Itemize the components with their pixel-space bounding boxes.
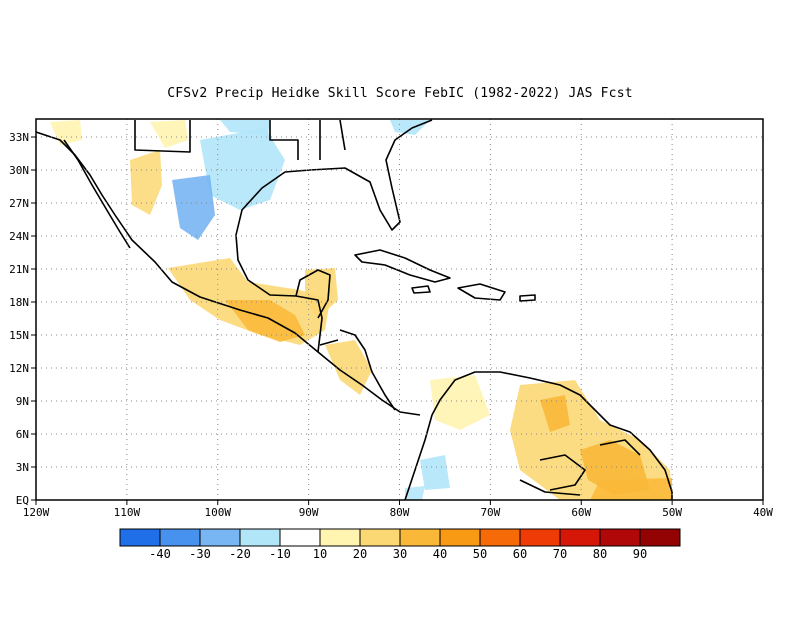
coastline-us-interior bbox=[134, 119, 346, 160]
colorbar-swatch bbox=[359, 528, 401, 547]
lat-tick-label: 30N bbox=[9, 164, 29, 177]
lat-tick-label: 24N bbox=[9, 230, 29, 243]
colorbar-label: 90 bbox=[633, 547, 647, 561]
colorbar-swatch bbox=[599, 528, 641, 547]
colorbar-swatch bbox=[279, 528, 321, 547]
coastlines bbox=[36, 119, 673, 500]
colorbar-label: 10 bbox=[313, 547, 327, 561]
colorbar-label: 80 bbox=[593, 547, 607, 561]
coastline-gulf-of-mexico bbox=[235, 119, 433, 353]
colorbar-label: 70 bbox=[553, 547, 567, 561]
skill-negative-region bbox=[390, 120, 430, 135]
skill-positive-region bbox=[430, 375, 490, 430]
lat-tick-label: 15N bbox=[9, 329, 29, 342]
coastline-baja bbox=[63, 139, 131, 249]
lon-tick-label: 40W bbox=[753, 506, 773, 519]
coastline-central-america bbox=[319, 329, 396, 411]
colorbar-label: 20 bbox=[353, 547, 367, 561]
skill-positive-region bbox=[540, 395, 570, 432]
map-frame bbox=[35, 118, 764, 501]
colorbar-label: -30 bbox=[189, 547, 211, 561]
colorbar-label: 60 bbox=[513, 547, 527, 561]
graticule bbox=[31, 119, 764, 505]
colorbar-label: 40 bbox=[433, 547, 447, 561]
coastline-cuba bbox=[354, 249, 451, 283]
lat-tick-label: 12N bbox=[9, 362, 29, 375]
lat-tick-label: 21N bbox=[9, 263, 29, 276]
lat-tick-label: EQ bbox=[16, 494, 29, 507]
skill-positive-region bbox=[50, 120, 82, 145]
lon-tick-label: 120W bbox=[23, 506, 50, 519]
skill-positive-region bbox=[150, 120, 188, 148]
colorbar-swatch bbox=[119, 528, 161, 547]
lat-tick-label: 3N bbox=[16, 461, 29, 474]
colorbar-swatch bbox=[239, 528, 281, 547]
lat-tick-label: 6N bbox=[16, 428, 29, 441]
latitude-labels: EQ 3N 6N 9N 12N 15N 18N 21N 24N 27N 30N 33N bbox=[9, 131, 29, 507]
coastline-hispaniola bbox=[457, 283, 506, 301]
colorbar-label: -40 bbox=[149, 547, 171, 561]
skill-negative-region bbox=[405, 486, 425, 500]
colorbar: -40 -30 -20 -10 10 20 30 40 50 60 70 80 90 bbox=[119, 528, 681, 561]
colorbar-label: 30 bbox=[393, 547, 407, 561]
lon-tick-label: 70W bbox=[480, 506, 500, 519]
colorbar-swatch bbox=[159, 528, 201, 547]
skill-negative-region bbox=[420, 455, 450, 490]
lon-tick-label: 100W bbox=[205, 506, 232, 519]
skill-positive-region bbox=[130, 150, 162, 215]
skill-shading bbox=[50, 120, 672, 500]
colorbar-swatch bbox=[479, 528, 521, 547]
figure-title: CFSv2 Precip Heidke Skill Score FebIC (1… bbox=[167, 86, 633, 101]
lon-tick-label: 60W bbox=[571, 506, 591, 519]
skill-positive-region bbox=[225, 300, 305, 342]
skill-negative-region bbox=[172, 175, 215, 240]
lon-tick-label: 80W bbox=[390, 506, 410, 519]
coastline-south-america bbox=[404, 371, 673, 500]
skill-negative-region bbox=[220, 120, 270, 135]
coastline-guianas bbox=[519, 439, 641, 496]
lon-tick-label: 50W bbox=[662, 506, 682, 519]
colorbar-swatch bbox=[439, 528, 481, 547]
colorbar-swatch bbox=[199, 528, 241, 547]
skill-positive-region bbox=[590, 478, 672, 500]
skill-negative-region bbox=[200, 128, 285, 210]
skill-positive-region bbox=[325, 340, 372, 395]
colorbar-swatch bbox=[559, 528, 601, 547]
colorbar-swatch bbox=[639, 528, 681, 547]
coastline-north-america bbox=[36, 131, 421, 416]
map-panel: 120W 110W 100W 90W 80W 70W 60W 50W 40W EQ 3N 6N 9N 1… bbox=[9, 118, 774, 519]
colorbar-label: -20 bbox=[229, 547, 251, 561]
longitude-labels: 120W 110W 100W 90W 80W 70W 60W 50W 40W bbox=[23, 506, 774, 519]
lat-tick-label: 9N bbox=[16, 395, 29, 408]
colorbar-label: 50 bbox=[473, 547, 487, 561]
lat-tick-label: 27N bbox=[9, 197, 29, 210]
colorbar-swatch bbox=[399, 528, 441, 547]
lon-tick-label: 110W bbox=[114, 506, 141, 519]
colorbar-swatch bbox=[319, 528, 361, 547]
colorbar-swatch bbox=[519, 528, 561, 547]
coastline-yucatan bbox=[295, 269, 331, 319]
lat-tick-label: 33N bbox=[9, 131, 29, 144]
lat-tick-label: 18N bbox=[9, 296, 29, 309]
colorbar-label: -10 bbox=[269, 547, 291, 561]
coastline-puerto-rico bbox=[519, 294, 536, 302]
coastline-jamaica bbox=[411, 285, 431, 294]
lon-tick-label: 90W bbox=[299, 506, 319, 519]
